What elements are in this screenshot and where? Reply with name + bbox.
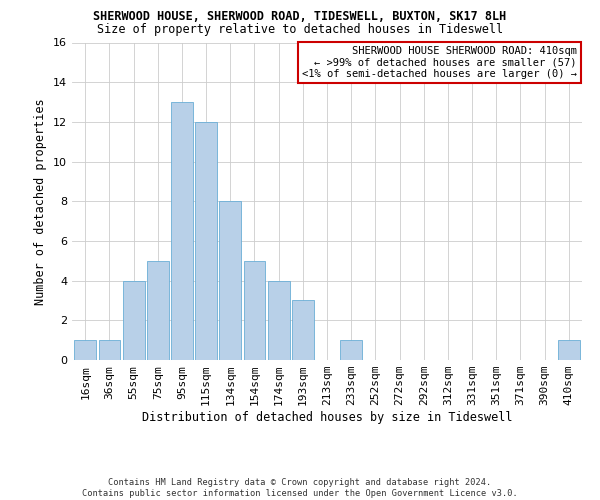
Bar [74,340,96,360]
Bar [558,340,580,360]
Bar [195,122,217,360]
Text: Contains HM Land Registry data © Crown copyright and database right 2024.
Contai: Contains HM Land Registry data © Crown c… [82,478,518,498]
Bar [292,300,314,360]
Bar [171,102,193,360]
X-axis label: Distribution of detached houses by size in Tideswell: Distribution of detached houses by size … [142,411,512,424]
Text: SHERWOOD HOUSE, SHERWOOD ROAD, TIDESWELL, BUXTON, SK17 8LH: SHERWOOD HOUSE, SHERWOOD ROAD, TIDESWELL… [94,10,506,23]
Bar [123,280,145,360]
Bar [340,340,362,360]
Bar [244,261,265,360]
Bar [268,280,290,360]
Bar [98,340,121,360]
Bar [220,201,241,360]
Bar [147,261,169,360]
Text: Size of property relative to detached houses in Tideswell: Size of property relative to detached ho… [97,22,503,36]
Y-axis label: Number of detached properties: Number of detached properties [34,98,47,304]
Text: SHERWOOD HOUSE SHERWOOD ROAD: 410sqm
← >99% of detached houses are smaller (57)
: SHERWOOD HOUSE SHERWOOD ROAD: 410sqm ← >… [302,46,577,79]
